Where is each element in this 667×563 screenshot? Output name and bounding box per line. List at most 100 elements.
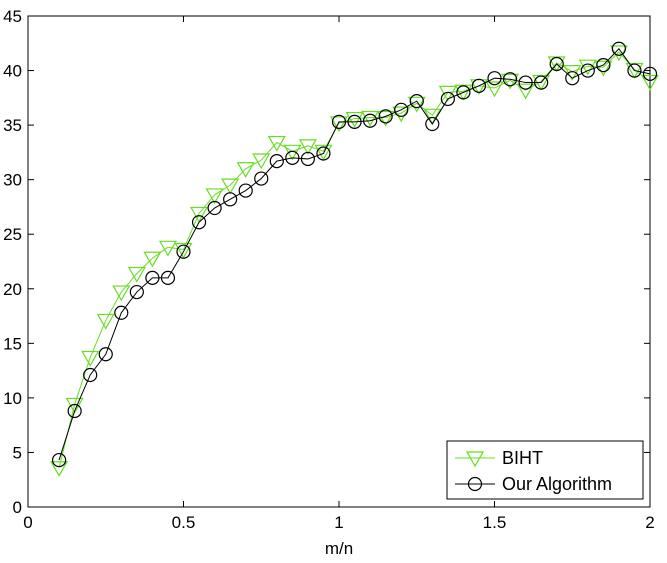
data-point (205, 188, 224, 205)
y-tick-label: 10 (3, 389, 22, 408)
data-point (516, 83, 535, 100)
data-point (331, 114, 347, 129)
data-point (565, 71, 580, 86)
data-point (465, 451, 485, 468)
data-point (285, 150, 300, 165)
data-point (440, 91, 455, 107)
y-tick-label: 5 (13, 443, 22, 462)
data-point (158, 240, 177, 257)
y-tick-label: 20 (3, 280, 22, 299)
data-point (407, 96, 426, 113)
series-line (58, 51, 651, 468)
data-point (534, 75, 549, 90)
data-point (160, 270, 176, 285)
data-point (143, 251, 162, 268)
data-point (300, 151, 315, 167)
data-point (129, 284, 144, 300)
data-point (467, 476, 483, 492)
data-point (98, 347, 113, 362)
data-point (409, 94, 424, 109)
data-point (549, 56, 564, 72)
data-point (394, 102, 409, 117)
data-point (501, 73, 520, 90)
y-tick-label: 25 (3, 225, 22, 244)
y-tick-label: 30 (3, 171, 22, 190)
data-point (487, 71, 502, 86)
legend-item: BIHT (455, 448, 543, 468)
data-point (223, 192, 238, 207)
series-line (58, 47, 651, 461)
data-point (254, 171, 269, 186)
data-point (345, 111, 364, 128)
x-axis-label: m/n (325, 539, 353, 558)
series-layer (50, 41, 660, 477)
data-point (471, 78, 487, 93)
data-point (378, 109, 393, 124)
data-point (627, 63, 642, 78)
data-point (502, 72, 518, 87)
data-point (252, 153, 271, 170)
data-point (640, 74, 660, 91)
data-point (594, 60, 613, 77)
data-point (578, 59, 597, 76)
data-point (361, 110, 380, 127)
y-tick-label: 40 (3, 62, 22, 81)
data-point (316, 146, 331, 161)
data-point (642, 66, 658, 81)
data-point (363, 113, 378, 128)
data-point (314, 144, 333, 161)
x-tick-label: 1 (334, 513, 343, 532)
data-point (176, 244, 191, 259)
data-point (221, 178, 240, 195)
data-point (145, 270, 160, 285)
data-point (174, 242, 193, 259)
y-tick-label: 15 (3, 334, 22, 353)
data-point (267, 135, 286, 152)
series-biht (50, 45, 660, 477)
data-point (81, 350, 100, 367)
legend: BIHT Our Algorithm (446, 440, 644, 500)
data-point (67, 403, 82, 419)
data-point (127, 266, 146, 283)
data-point (485, 81, 504, 98)
legend-item: Our Algorithm (455, 474, 612, 494)
data-point (329, 116, 349, 133)
y-tick-label: 0 (13, 498, 22, 517)
data-point (596, 57, 611, 73)
data-point (392, 106, 411, 123)
x-tick-label: 2 (645, 513, 654, 532)
data-point (347, 114, 362, 129)
data-point (423, 108, 442, 125)
data-point (238, 183, 253, 198)
data-point (207, 200, 222, 216)
legend-label: BIHT (502, 448, 543, 468)
x-tick-label: 0 (23, 513, 32, 532)
data-point (376, 110, 395, 127)
legend-label: Our Algorithm (502, 474, 612, 494)
data-point (96, 313, 115, 330)
series-our-algorithm (51, 41, 658, 468)
data-point (236, 162, 255, 178)
data-point (190, 206, 209, 223)
data-point (269, 154, 284, 169)
x-tick-label: 0.5 (172, 513, 196, 532)
data-point (51, 452, 67, 468)
data-point (580, 63, 595, 78)
data-point (518, 75, 533, 90)
data-point (112, 285, 131, 302)
legend-items: BIHT Our Algorithm (455, 448, 612, 494)
data-point (114, 305, 129, 320)
data-point (611, 41, 627, 56)
data-point (50, 461, 69, 477)
y-tick-label: 35 (3, 116, 22, 135)
data-point (83, 367, 98, 383)
data-point (425, 116, 440, 132)
plot-area (27, 15, 651, 508)
data-point (456, 85, 471, 100)
data-point (298, 139, 317, 156)
data-point (191, 215, 207, 230)
x-tick-label: 1.5 (483, 513, 507, 532)
y-tick-label: 45 (3, 7, 22, 26)
